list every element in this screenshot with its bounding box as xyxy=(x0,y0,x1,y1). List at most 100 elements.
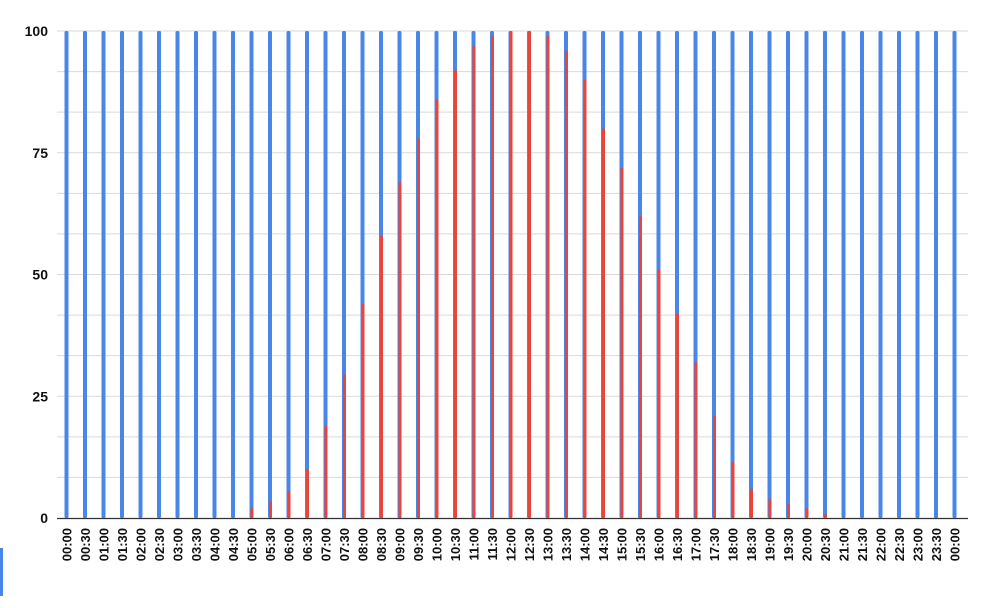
x-tick-label: 03:30 xyxy=(189,528,204,561)
bar-series-1 xyxy=(915,31,920,518)
bar-series-1 xyxy=(83,31,87,518)
bar-series-1 xyxy=(323,31,328,518)
x-tick-label: 19:30 xyxy=(781,528,796,561)
x-tick-label: 01:00 xyxy=(97,528,112,561)
bar-series-2 xyxy=(250,508,254,518)
x-tick-label: 13:30 xyxy=(559,528,574,561)
bar-series-2 xyxy=(602,128,605,518)
corner-marker xyxy=(0,548,3,596)
bar-series-1 xyxy=(138,31,143,518)
x-tick-label: 07:00 xyxy=(319,528,334,561)
bar-series-2 xyxy=(435,99,439,519)
x-tick-label: 01:30 xyxy=(115,528,130,561)
bar-series-2 xyxy=(768,498,772,518)
bar-series-1 xyxy=(712,31,716,518)
x-tick-label: 15:00 xyxy=(615,528,630,561)
bars-layer xyxy=(64,31,957,519)
x-tick-label: 12:30 xyxy=(522,528,537,561)
x-tick-label: 00:00 xyxy=(60,528,75,561)
x-tick-label: 09:30 xyxy=(411,528,426,561)
x-tick-label: 10:00 xyxy=(430,528,445,561)
bar-series-2 xyxy=(269,500,272,518)
x-tick-label: 13:00 xyxy=(541,528,556,561)
bar-series-2 xyxy=(620,167,624,519)
bar-series-1 xyxy=(157,31,161,518)
bar-series-1 xyxy=(804,31,809,518)
bar-series-2 xyxy=(491,35,494,519)
y-tick-label: 0 xyxy=(40,510,48,526)
x-tick-label: 22:30 xyxy=(892,528,907,561)
x-tick-label: 05:30 xyxy=(263,528,278,561)
bar-series-1 xyxy=(286,31,291,518)
bar-series-1 xyxy=(231,31,235,518)
bar-series-2 xyxy=(343,374,346,518)
x-tick-label: 21:30 xyxy=(855,528,870,561)
bar-series-2 xyxy=(324,425,328,518)
bar-series-2 xyxy=(454,69,457,519)
x-tick-label: 16:30 xyxy=(670,528,685,561)
y-tick-label: 50 xyxy=(32,267,48,283)
bar-series-2 xyxy=(713,415,716,518)
x-tick-label: 18:30 xyxy=(744,528,759,561)
x-tick-label: 20:00 xyxy=(800,528,815,561)
bar-series-1 xyxy=(767,31,772,518)
bar-series-2 xyxy=(824,514,827,518)
bar-series-2 xyxy=(639,216,642,518)
x-tick-label: 10:30 xyxy=(448,528,463,561)
x-tick-label: 12:00 xyxy=(504,528,519,561)
x-tick-label: 23:30 xyxy=(929,528,944,561)
bar-series-1 xyxy=(730,31,735,518)
bar-series-2 xyxy=(657,269,661,518)
bar-series-1 xyxy=(860,31,864,518)
y-tick-label: 100 xyxy=(25,23,49,39)
x-tick-label: 02:00 xyxy=(134,528,149,561)
x-tick-label: 04:30 xyxy=(226,528,241,561)
x-tick-label: 11:00 xyxy=(467,528,482,561)
bar-series-2 xyxy=(287,491,291,518)
bar-series-2 xyxy=(731,461,735,518)
bar-series-1 xyxy=(823,31,827,518)
x-tick-label: 18:00 xyxy=(726,528,741,561)
bar-series-2 xyxy=(361,303,365,518)
x-tick-label: 03:00 xyxy=(171,528,186,561)
bar-series-1 xyxy=(212,31,217,518)
bar-series-1 xyxy=(952,31,957,518)
bar-series-2 xyxy=(380,235,383,519)
bar-series-2 xyxy=(583,79,587,518)
x-tick-label: 21:00 xyxy=(837,528,852,561)
bar-series-1 xyxy=(749,31,753,518)
bar-series-2 xyxy=(398,181,402,518)
bar-series-2 xyxy=(694,362,698,518)
bar-series-1 xyxy=(249,31,254,518)
x-tick-label: 06:00 xyxy=(282,528,297,561)
x-tick-label: 08:00 xyxy=(356,528,371,561)
bar-series-2 xyxy=(528,31,531,518)
x-tick-label: 00:30 xyxy=(78,528,93,561)
bar-series-1 xyxy=(268,31,272,518)
y-tick-label: 25 xyxy=(32,388,48,404)
bar-series-1 xyxy=(175,31,180,518)
bar-series-1 xyxy=(305,31,309,518)
x-tick-label: 14:00 xyxy=(578,528,593,561)
bar-series-2 xyxy=(787,503,790,518)
x-tick-label: 23:00 xyxy=(911,528,926,561)
bar-series-1 xyxy=(120,31,124,518)
x-tick-label: 14:30 xyxy=(596,528,611,561)
x-tick-label: 02:30 xyxy=(152,528,167,561)
x-tick-label: 09:00 xyxy=(393,528,408,561)
x-tick-label: 00:00 xyxy=(948,528,963,561)
bar-series-2 xyxy=(546,35,550,519)
x-tick-label: 04:00 xyxy=(208,528,223,561)
bar-series-2 xyxy=(750,488,753,518)
x-tick-label: 08:30 xyxy=(374,528,389,561)
x-tick-label: 20:30 xyxy=(818,528,833,561)
bar-series-1 xyxy=(897,31,901,518)
bar-series-2 xyxy=(509,31,513,518)
bar-series-1 xyxy=(101,31,106,518)
x-tick-label: 11:30 xyxy=(485,528,500,561)
bar-series-1 xyxy=(64,31,69,518)
bar-series-2 xyxy=(472,45,476,519)
